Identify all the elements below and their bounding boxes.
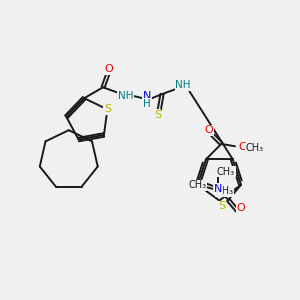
Text: CH₃: CH₃ — [246, 143, 264, 153]
Text: O: O — [237, 202, 245, 213]
Text: S: S — [104, 104, 111, 114]
Text: S: S — [218, 202, 225, 212]
Text: O: O — [204, 125, 213, 135]
Text: CH₃: CH₃ — [216, 186, 234, 197]
Text: S: S — [154, 110, 161, 120]
Text: O: O — [104, 64, 113, 74]
Text: CH₃: CH₃ — [188, 180, 206, 190]
Text: N: N — [142, 91, 151, 101]
Text: N: N — [214, 184, 222, 194]
Text: NH: NH — [118, 91, 134, 101]
Text: H: H — [143, 99, 151, 109]
Text: CH₃: CH₃ — [217, 167, 235, 177]
Text: O: O — [238, 142, 247, 152]
Text: NH: NH — [175, 80, 190, 90]
